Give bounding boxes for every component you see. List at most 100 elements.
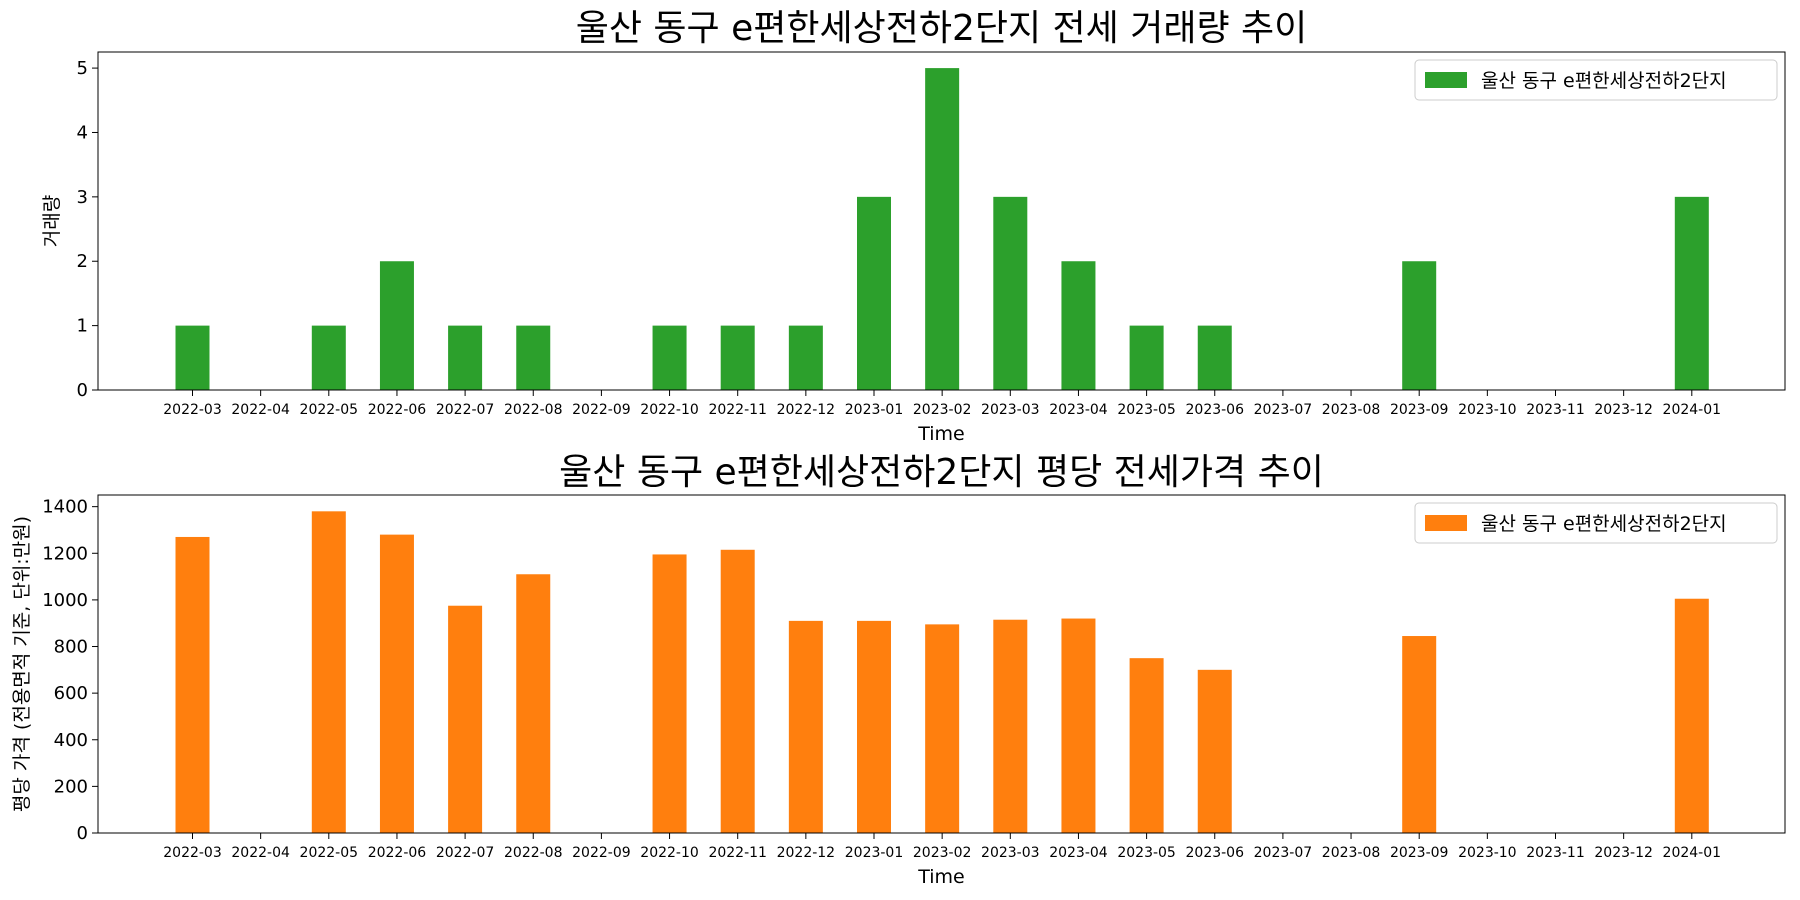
bar-2023-09 bbox=[1402, 261, 1437, 390]
x-tick-label: 2023-02 bbox=[913, 402, 972, 418]
x-tick-label: 2022-06 bbox=[368, 402, 427, 418]
x-axis-label: Time bbox=[917, 866, 965, 888]
x-tick-label: 2024-01 bbox=[1663, 402, 1722, 418]
legend: 울산 동구 e편한세상전하2단지 bbox=[1414, 502, 1778, 544]
bar-2022-11 bbox=[720, 325, 755, 390]
bar-2023-03 bbox=[993, 196, 1028, 390]
y-tick-label: 0 bbox=[77, 823, 88, 844]
bar-2023-03 bbox=[993, 619, 1028, 833]
price-chart: 울산 동구 e편한세상전하2단지 평당 전세가격 추이 0 200 400 600 800… bbox=[11, 452, 1786, 888]
x-tick-label: 2022-03 bbox=[163, 845, 222, 861]
bar-2024-01 bbox=[1674, 598, 1709, 833]
x-tick-label: 2023-03 bbox=[981, 845, 1040, 861]
x-tick-label: 2022-11 bbox=[708, 845, 767, 861]
y-tick-label: 1 bbox=[77, 316, 88, 337]
x-tick-label: 2022-08 bbox=[504, 402, 563, 418]
x-tick-label: 2023-02 bbox=[913, 845, 972, 861]
bar-2023-02 bbox=[925, 624, 960, 833]
x-tick-label: 2023-08 bbox=[1322, 402, 1381, 418]
x-tick-label: 2022-05 bbox=[300, 402, 359, 418]
plot-frame bbox=[97, 51, 1786, 391]
bar-2022-07 bbox=[448, 605, 483, 833]
x-tick-label: 2022-11 bbox=[708, 402, 767, 418]
bar-2022-08 bbox=[516, 574, 551, 833]
bar-2023-01 bbox=[857, 196, 891, 390]
x-tick-label: 2022-03 bbox=[163, 402, 222, 418]
x-tick-label: 2022-12 bbox=[777, 845, 836, 861]
x-tick-label: 2024-01 bbox=[1663, 845, 1722, 861]
legend: 울산 동구 e편한세상전하2단지 bbox=[1414, 59, 1778, 101]
bar-2023-06 bbox=[1197, 325, 1232, 390]
legend-box bbox=[1414, 502, 1778, 544]
legend-label: 울산 동구 e편한세상전하2단지 bbox=[1481, 70, 1727, 92]
bar-2023-09 bbox=[1402, 636, 1437, 833]
bar-2022-05 bbox=[311, 325, 346, 390]
x-tick-label: 2023-07 bbox=[1254, 845, 1313, 861]
bar-2022-08 bbox=[516, 325, 551, 390]
x-tick-label: 2023-10 bbox=[1458, 402, 1517, 418]
bar-2024-01 bbox=[1674, 196, 1709, 390]
plot-frame bbox=[97, 494, 1786, 834]
x-tick-label: 2023-09 bbox=[1390, 845, 1449, 861]
bar-2022-10 bbox=[652, 554, 687, 833]
chart-title: 울산 동구 e편한세상전하2단지 전세 거래량 추이 bbox=[576, 8, 1308, 49]
x-tick-label: 2022-10 bbox=[640, 845, 699, 861]
x-tick-label: 2022-04 bbox=[231, 845, 290, 861]
y-tick-label: 1000 bbox=[42, 590, 88, 611]
bar-2023-01 bbox=[857, 620, 891, 833]
x-tick-label: 2023-03 bbox=[981, 402, 1040, 418]
bar-2022-12 bbox=[788, 620, 823, 833]
x-tick-label: 2023-12 bbox=[1594, 845, 1653, 861]
bar-2022-03 bbox=[175, 536, 210, 833]
y-tick-label: 1400 bbox=[42, 497, 88, 518]
x-tick-label: 2022-10 bbox=[640, 402, 699, 418]
chart-title: 울산 동구 e편한세상전하2단지 평당 전세가격 추이 bbox=[559, 452, 1324, 493]
x-tick-label: 2023-11 bbox=[1526, 845, 1585, 861]
x-tick-label: 2023-06 bbox=[1186, 845, 1245, 861]
x-tick-label: 2022-09 bbox=[572, 402, 631, 418]
y-tick-label: 0 bbox=[77, 380, 88, 401]
bar-2023-05 bbox=[1129, 658, 1164, 833]
x-axis-label: Time bbox=[917, 423, 965, 445]
x-tick-label: 2023-11 bbox=[1526, 402, 1585, 418]
y-tick-label: 3 bbox=[77, 187, 88, 208]
bar-2023-04 bbox=[1061, 261, 1096, 390]
bar-2022-07 bbox=[448, 325, 483, 390]
legend-box bbox=[1414, 59, 1778, 101]
y-tick-label: 2 bbox=[77, 251, 88, 272]
bar-2023-05 bbox=[1129, 325, 1164, 390]
x-tick-label: 2023-05 bbox=[1117, 845, 1176, 861]
x-tick-label: 2023-05 bbox=[1117, 402, 1176, 418]
y-tick-label: 600 bbox=[54, 683, 88, 704]
bar-2022-06 bbox=[379, 534, 414, 833]
bar-2023-02 bbox=[925, 68, 960, 390]
y-tick-label: 800 bbox=[54, 637, 88, 658]
x-tick-label: 2023-01 bbox=[845, 845, 904, 861]
x-tick-label: 2023-01 bbox=[845, 402, 904, 418]
x-tick-label: 2023-04 bbox=[1049, 845, 1108, 861]
x-tick-label: 2023-10 bbox=[1458, 845, 1517, 861]
y-axis-label: 평당 가격 (전용면적 기준, 단위:만원) bbox=[11, 516, 33, 812]
x-tick-label: 2023-04 bbox=[1049, 402, 1108, 418]
y-axis-label: 거래량 bbox=[41, 195, 63, 247]
x-tick-label: 2022-04 bbox=[231, 402, 290, 418]
legend-swatch bbox=[1425, 72, 1467, 88]
bar-2022-05 bbox=[311, 511, 346, 833]
x-tick-label: 2023-09 bbox=[1390, 402, 1449, 418]
x-tick-label: 2022-09 bbox=[572, 845, 631, 861]
x-tick-label: 2023-12 bbox=[1594, 402, 1653, 418]
bar-2022-11 bbox=[720, 549, 755, 833]
x-tick-label: 2023-08 bbox=[1322, 845, 1381, 861]
x-tick-label: 2022-08 bbox=[504, 845, 563, 861]
volume-chart: 울산 동구 e편한세상전하2단지 전세 거래량 추이 0 1 2 3 4 5 2022-03 2… bbox=[41, 8, 1786, 445]
legend-swatch bbox=[1425, 515, 1467, 531]
x-tick-label: 2022-05 bbox=[300, 845, 359, 861]
bar-2023-04 bbox=[1061, 618, 1096, 833]
legend-label: 울산 동구 e편한세상전하2단지 bbox=[1481, 513, 1727, 535]
x-tick-label: 2023-07 bbox=[1254, 402, 1313, 418]
bar-2022-10 bbox=[652, 325, 687, 390]
y-tick-label: 200 bbox=[54, 776, 88, 797]
x-tick-label: 2022-06 bbox=[368, 845, 427, 861]
x-tick-label: 2022-12 bbox=[777, 402, 836, 418]
